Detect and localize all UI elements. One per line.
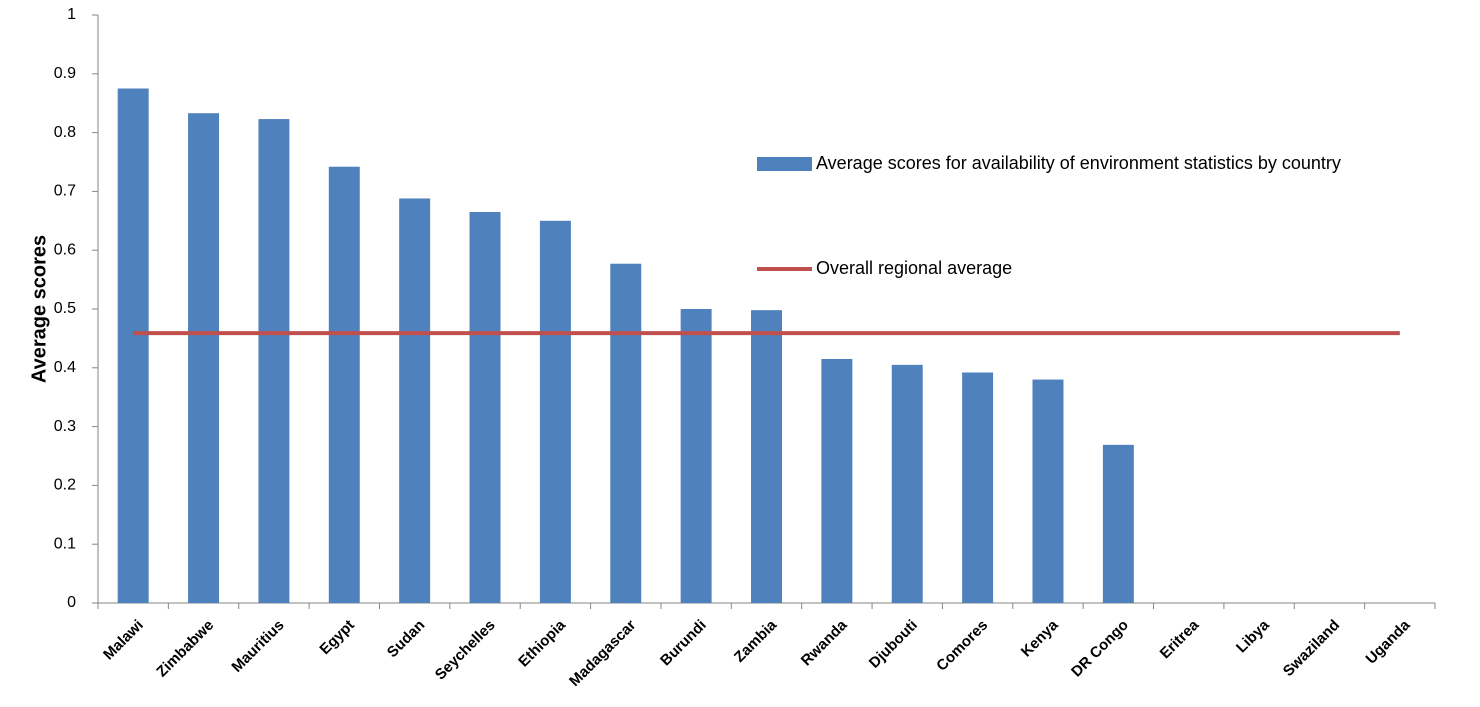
x-tick-label: Sudan (384, 617, 428, 661)
y-tick-label: 0.9 (54, 65, 76, 82)
x-tick-label: Zambia (731, 616, 781, 666)
y-tick-label: 0.4 (54, 359, 76, 376)
x-tick-label: Egypt (316, 617, 357, 658)
bar (258, 119, 290, 604)
bar (1032, 379, 1064, 603)
y-tick-label: 1 (67, 6, 76, 23)
bar (469, 211, 501, 604)
x-tick-label: Rwanda (798, 616, 851, 669)
y-tick-label: 0.1 (54, 535, 76, 552)
x-tick-label: Malawi (100, 617, 147, 664)
bar (680, 309, 712, 603)
x-tick-label: DR Congo (1068, 617, 1132, 681)
bar (1102, 444, 1134, 603)
x-tick-label: Ethiopia (515, 616, 569, 670)
bar (610, 263, 642, 603)
x-tick-label: Zimbabwe (153, 617, 217, 681)
x-tick-label: Comores (933, 617, 991, 675)
y-tick-label: 0.3 (54, 418, 76, 435)
x-tick-label: Kenya (1018, 616, 1062, 660)
y-tick-label: 0.2 (54, 477, 76, 494)
bar (188, 113, 220, 604)
bar (399, 198, 431, 603)
bar (751, 310, 782, 603)
x-tick-label: Seychelles (432, 617, 499, 684)
y-axis-title: Average scores (28, 235, 50, 383)
x-tick-label: Eritrea (1157, 616, 1203, 662)
legend-swatch (757, 157, 812, 171)
x-tick-label: Madagascar (566, 617, 639, 690)
x-tick-label: Djubouti (866, 617, 921, 672)
bar (891, 364, 923, 603)
y-tick-label: 0.6 (54, 241, 76, 258)
y-tick-label: 0 (67, 594, 76, 611)
x-tick-label: Burundi (657, 617, 710, 670)
y-tick-label: 0.5 (54, 300, 76, 317)
bar (539, 220, 571, 604)
bar (962, 372, 994, 603)
x-tick-label: Uganda (1363, 616, 1414, 667)
bar (117, 88, 149, 603)
y-tick-label: 0.7 (54, 183, 76, 200)
bar (328, 166, 360, 604)
bar (821, 358, 853, 603)
x-tick-label: Libya (1233, 616, 1273, 656)
y-tick-label: 0.8 (54, 124, 76, 141)
x-tick-label: Swaziland (1280, 617, 1343, 680)
x-tick-label: Mauritius (228, 617, 287, 676)
legend-label: Average scores for availability of envir… (816, 153, 1341, 173)
legend-label: Overall regional average (816, 258, 1012, 278)
